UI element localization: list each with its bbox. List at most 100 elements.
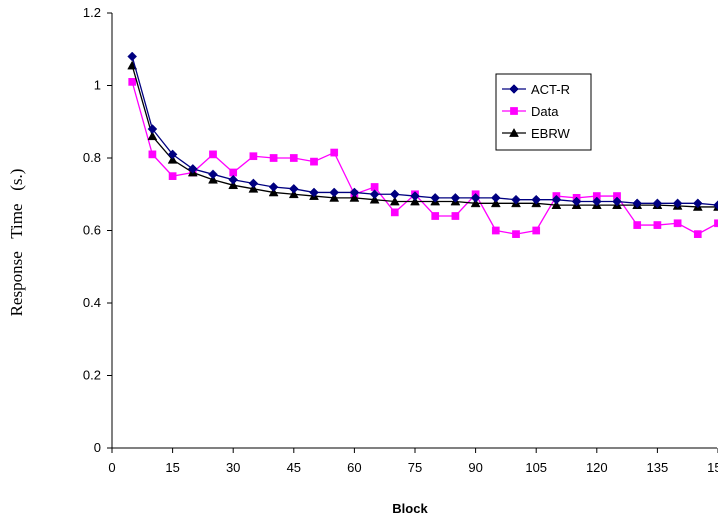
data-point-ebrw [268, 187, 279, 197]
data-point-act-r [551, 194, 562, 205]
data-point-act-r [450, 193, 461, 203]
data-point-act-r [369, 189, 380, 200]
series-act-r [127, 51, 718, 210]
data-point-act-r [531, 194, 542, 205]
data-point-ebrw [490, 198, 501, 208]
data-point-ebrw [349, 192, 360, 202]
data-point-ebrw [551, 200, 562, 209]
data-point-act-r [430, 193, 441, 203]
data-point-data [431, 212, 440, 220]
data-point-act-r [571, 196, 582, 207]
data-point-act-r [490, 193, 501, 203]
x-tick-label: 90 [468, 460, 482, 475]
y-axis-label: Response Time (s.) [7, 169, 26, 317]
data-point-act-r [208, 169, 218, 180]
data-point-data [532, 226, 541, 235]
data-point-data [633, 221, 642, 229]
data-point-data [209, 150, 217, 159]
x-tick-label: 75 [408, 460, 422, 475]
data-point-act-r [248, 178, 259, 189]
data-point-ebrw [369, 194, 380, 204]
x-tick-label: 60 [347, 460, 361, 475]
data-point-data [310, 157, 318, 166]
data-point-data [269, 154, 278, 162]
data-point-act-r [147, 124, 158, 134]
data-point-act-r [713, 200, 718, 210]
legend-marker [509, 127, 519, 137]
data-point-data [128, 78, 137, 86]
legend-item-act-r: ACT-R [502, 82, 570, 97]
axes: 0 0.2 0.4 0.6 0.8 1 1.2 0 15 30 45 60 75 90 105 120 135 1… [83, 5, 718, 475]
y-tick-label: 1.2 [83, 5, 101, 20]
legend-marker [510, 107, 518, 115]
data-point-data [451, 212, 460, 220]
data-point-data [673, 219, 682, 228]
data-point-act-r [470, 193, 481, 203]
series-line-data [131, 81, 718, 235]
legend-label: EBRW [531, 126, 570, 141]
x-tick-label: 120 [586, 460, 608, 475]
x-tick-label: 45 [287, 460, 301, 475]
x-tick-label: 135 [647, 460, 669, 475]
x-tick-label: 150 [707, 460, 718, 475]
x-axis-label: Block [392, 501, 428, 516]
data-point-ebrw [208, 174, 218, 184]
y-tick-label: 0 [94, 440, 101, 455]
data-point-ebrw [147, 131, 158, 141]
y-tick-label: 0.4 [83, 295, 101, 310]
data-point-data [653, 221, 662, 229]
data-point-data [168, 172, 177, 180]
legend-item-data: Data [502, 104, 559, 119]
y-tick-label: 1 [94, 78, 101, 93]
x-tick-label: 105 [525, 460, 547, 475]
data-point-act-r [389, 189, 400, 200]
x-tick-label: 15 [165, 460, 179, 475]
data-point-act-r [228, 174, 239, 185]
data-point-data [491, 226, 500, 235]
data-point-act-r [167, 149, 178, 160]
data-point-ebrw [410, 196, 420, 206]
data-point-act-r [652, 198, 663, 209]
legend-marker [509, 84, 519, 94]
data-point-data [289, 154, 298, 162]
series-line-act-r [131, 56, 718, 206]
data-point-ebrw [167, 154, 178, 164]
legend-label: ACT-R [531, 82, 570, 97]
y-tick-label: 0.2 [83, 368, 101, 383]
data-point-data [693, 230, 702, 238]
data-point-act-r [309, 187, 319, 198]
data-point-ebrw [288, 189, 299, 199]
series-line-ebrw [131, 65, 718, 208]
data-point-act-r [349, 187, 360, 198]
data-point-act-r [511, 194, 521, 205]
data-point-act-r [410, 191, 420, 201]
data-point-data [249, 152, 258, 161]
data-point-act-r [612, 196, 622, 207]
series-layer [127, 51, 718, 238]
x-tick-label: 30 [226, 460, 240, 475]
series-data [128, 78, 718, 238]
data-point-data [714, 219, 718, 228]
data-point-act-r [187, 164, 198, 174]
data-point-data [148, 150, 157, 159]
legend-item-ebrw: EBRW [502, 126, 570, 141]
data-point-act-r [127, 51, 138, 62]
data-point-act-r [672, 198, 683, 209]
data-point-ebrw [248, 183, 259, 193]
series-ebrw [127, 60, 718, 211]
data-point-act-r [591, 196, 602, 207]
data-point-data [512, 230, 520, 238]
legend: ACT-R Data EBRW [495, 73, 592, 151]
data-point-ebrw [329, 192, 340, 202]
data-point-ebrw [389, 196, 400, 206]
x-tick-label: 0 [108, 460, 115, 475]
data-point-ebrw [470, 198, 481, 208]
data-point-act-r [329, 187, 340, 198]
data-point-act-r [268, 182, 279, 192]
y-tick-label: 0.6 [83, 223, 101, 238]
data-point-act-r [632, 198, 643, 209]
data-point-act-r [692, 198, 703, 209]
y-tick-label: 0.8 [83, 150, 101, 165]
data-point-data [390, 208, 399, 217]
